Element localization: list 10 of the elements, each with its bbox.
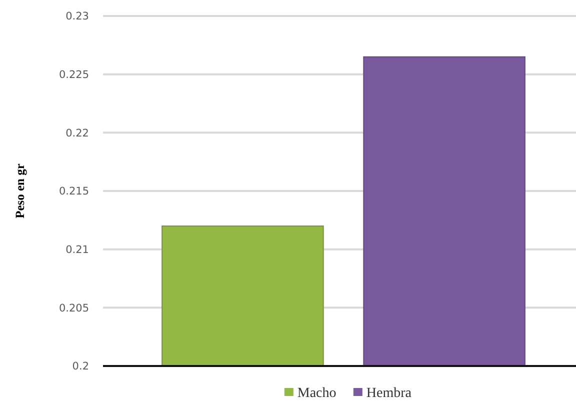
y-tick-label: 0.2 [72, 360, 89, 373]
y-tick-label: 0.23 [66, 10, 89, 23]
y-axis-title: Peso en gr [13, 163, 27, 218]
legend-label: Hembra [366, 386, 412, 401]
legend-label: Macho [297, 386, 336, 401]
y-tick-label: 0.21 [66, 244, 89, 256]
y-tick-label: 0.225 [58, 69, 89, 82]
y-tick-label: 0.215 [58, 186, 89, 198]
y-tick-label: 0.205 [58, 302, 89, 314]
y-tick-label: 0.22 [66, 127, 89, 140]
